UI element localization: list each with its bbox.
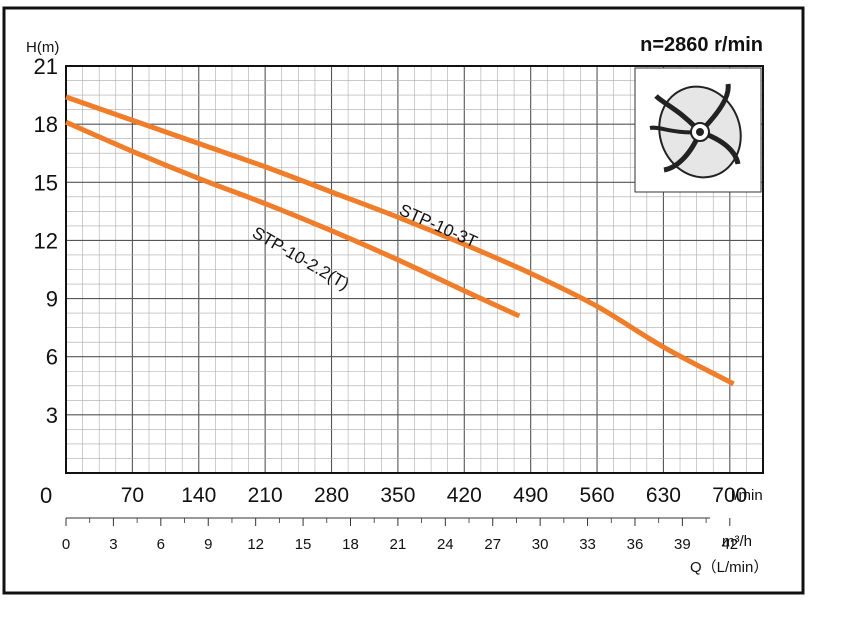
series-curves — [64, 94, 735, 387]
m3h-tick-label: 30 — [532, 536, 549, 553]
x-tick-label: 630 — [646, 484, 681, 507]
x-tick-label: 140 — [181, 484, 216, 507]
x-axis-title: Q（L/min） — [690, 559, 768, 576]
y-tick-label: 6 — [46, 345, 58, 370]
x-tick-label: 70 — [121, 484, 144, 507]
x-tick-label: 350 — [380, 484, 415, 507]
m3h-tick-label: 27 — [484, 536, 501, 553]
y-tick-label: 12 — [34, 228, 58, 253]
y-tick-label: 15 — [34, 170, 58, 195]
m3h-tick-label: 15 — [295, 536, 312, 553]
series-line-stp-10-3t — [65, 94, 735, 387]
m3h-tick-label: 36 — [627, 536, 644, 553]
m3h-tick-label: 9 — [204, 536, 212, 553]
x-tick-label: 280 — [314, 484, 349, 507]
m3h-tick-label: 6 — [157, 536, 165, 553]
y-tick-label: 18 — [34, 112, 58, 137]
x-tick-label: 420 — [447, 484, 482, 507]
y-tick-label: 3 — [46, 403, 58, 428]
m3h-tick-label: 21 — [390, 536, 407, 553]
chart-title: n=2860 r/min — [640, 34, 763, 56]
y-tick-label: 9 — [46, 287, 58, 312]
m3h-tick-label: 18 — [342, 536, 359, 553]
y-tick-label-zero: 0 — [40, 483, 52, 508]
m3h-tick-label: 42 — [721, 536, 738, 553]
m3h-tick-label: 39 — [674, 536, 691, 553]
grid — [66, 66, 763, 473]
y-tick-labels: 3 6 9 12 15 18 21 — [34, 54, 58, 428]
x-tick-labels: 70 140 210 280 350 420 490 560 630 700 — [121, 484, 748, 507]
m3h-tick-label: 33 — [579, 536, 596, 553]
series-line-stp-10-2-2-t — [64, 119, 521, 319]
x-tick-label: 700 — [712, 484, 747, 507]
impeller-icon — [634, 67, 762, 193]
m3h-tick-label: 3 — [109, 536, 117, 553]
x-tick-label: 490 — [513, 484, 548, 507]
x-unit-label: l/min — [731, 487, 763, 504]
plot-area-border — [65, 65, 764, 474]
m3h-tick-label: 12 — [247, 536, 264, 553]
m3h-tick-label: 24 — [437, 536, 454, 553]
m3h-axis-ticks: 0 3 6 9 12 15 18 21 24 27 30 33 36 39 42 — [62, 518, 738, 553]
y-axis-label: H(m) — [26, 39, 59, 56]
y-tick-label: 21 — [34, 54, 58, 79]
m3h-unit-label: m³/h — [722, 533, 752, 550]
x-tick-label: 560 — [580, 484, 615, 507]
m3h-tick-label: 0 — [62, 536, 70, 553]
x-tick-label: 210 — [248, 484, 283, 507]
